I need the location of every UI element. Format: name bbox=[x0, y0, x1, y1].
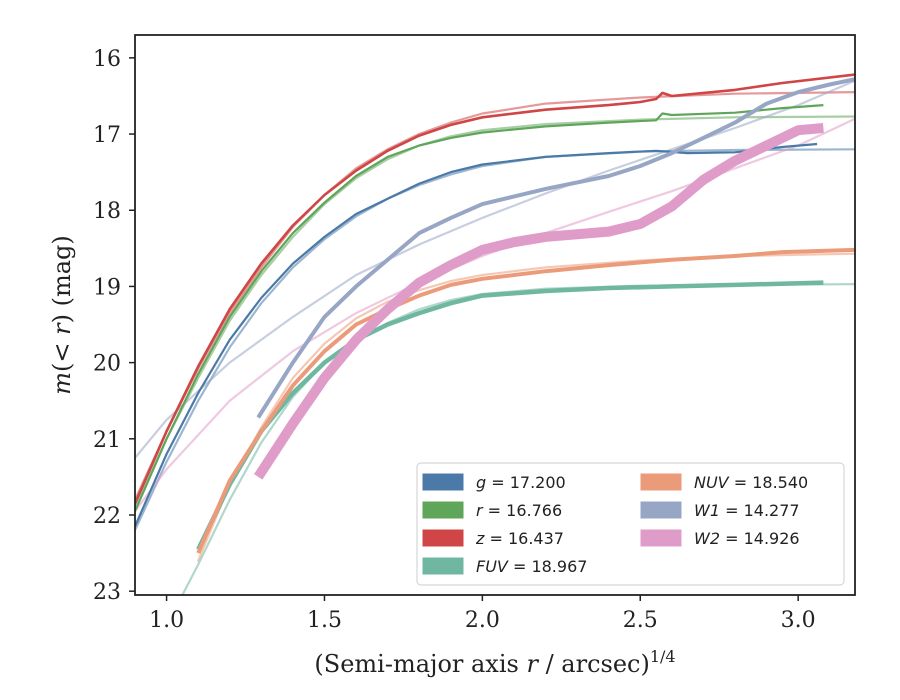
y-tick-label: 23 bbox=[93, 580, 121, 605]
legend-label-nuv: NUV = 18.540 bbox=[694, 473, 808, 492]
legend-label-w1: W1 = 14.277 bbox=[694, 501, 800, 520]
ticks-layer: 1.0 1.5 2.0 2.5 3.0 16 17 18 19 20 21 22 23 bbox=[93, 47, 816, 633]
y-axis-label: m(< r) (mag) bbox=[48, 235, 76, 395]
y-tick-label: 20 bbox=[93, 352, 121, 377]
x-tick-label: 3.0 bbox=[781, 608, 816, 633]
series-layer bbox=[135, 73, 855, 595]
x-tick-label: 1.5 bbox=[307, 608, 342, 633]
y-tick-label: 18 bbox=[93, 199, 121, 224]
fit-line-w1 bbox=[135, 79, 855, 459]
legend-swatch-z bbox=[422, 529, 464, 547]
legend-swatch-w2 bbox=[640, 529, 682, 547]
y-tick-label: 17 bbox=[93, 123, 121, 148]
series-line-z bbox=[135, 73, 855, 505]
legend-swatch-w1 bbox=[640, 501, 682, 519]
y-tick-label: 19 bbox=[93, 275, 121, 300]
legend-label-g: g = 17.200 bbox=[476, 473, 566, 492]
y-tick-label: 21 bbox=[93, 428, 121, 453]
fit-line-r bbox=[135, 115, 855, 509]
x-tick-label: 2.0 bbox=[465, 608, 500, 633]
series-line-w2 bbox=[254, 123, 824, 480]
legend-swatch-g bbox=[422, 473, 464, 491]
series-line-w1 bbox=[256, 77, 855, 419]
series-line-r bbox=[135, 104, 824, 512]
fit-line-w2 bbox=[135, 117, 855, 513]
legend: g = 17.200 r = 16.766 z = 16.437 FUV = 18.9… bbox=[416, 462, 845, 586]
legend-label-z: z = 16.437 bbox=[475, 529, 564, 548]
legend-swatch-r bbox=[422, 501, 464, 519]
legend-swatch-nuv bbox=[640, 473, 682, 491]
legend-label-r: r = 16.766 bbox=[476, 501, 562, 520]
x-tick-label: 2.5 bbox=[623, 608, 658, 633]
series-line-g bbox=[135, 142, 818, 527]
y-tick-label: 22 bbox=[93, 504, 121, 529]
plot-frame bbox=[134, 34, 856, 596]
legend-box bbox=[416, 462, 845, 586]
x-tick-label: 1.0 bbox=[149, 608, 184, 633]
y-tick-label: 16 bbox=[93, 47, 121, 72]
series-line-nuv bbox=[196, 247, 855, 554]
legend-swatch-fuv bbox=[422, 557, 464, 575]
x-axis-label: (Semi-major axis r / arcsec)1/4 bbox=[314, 647, 675, 678]
legend-label-fuv: FUV = 18.967 bbox=[476, 557, 587, 576]
legend-label-w2: W2 = 14.926 bbox=[694, 529, 800, 548]
fit-line-z bbox=[135, 91, 855, 501]
